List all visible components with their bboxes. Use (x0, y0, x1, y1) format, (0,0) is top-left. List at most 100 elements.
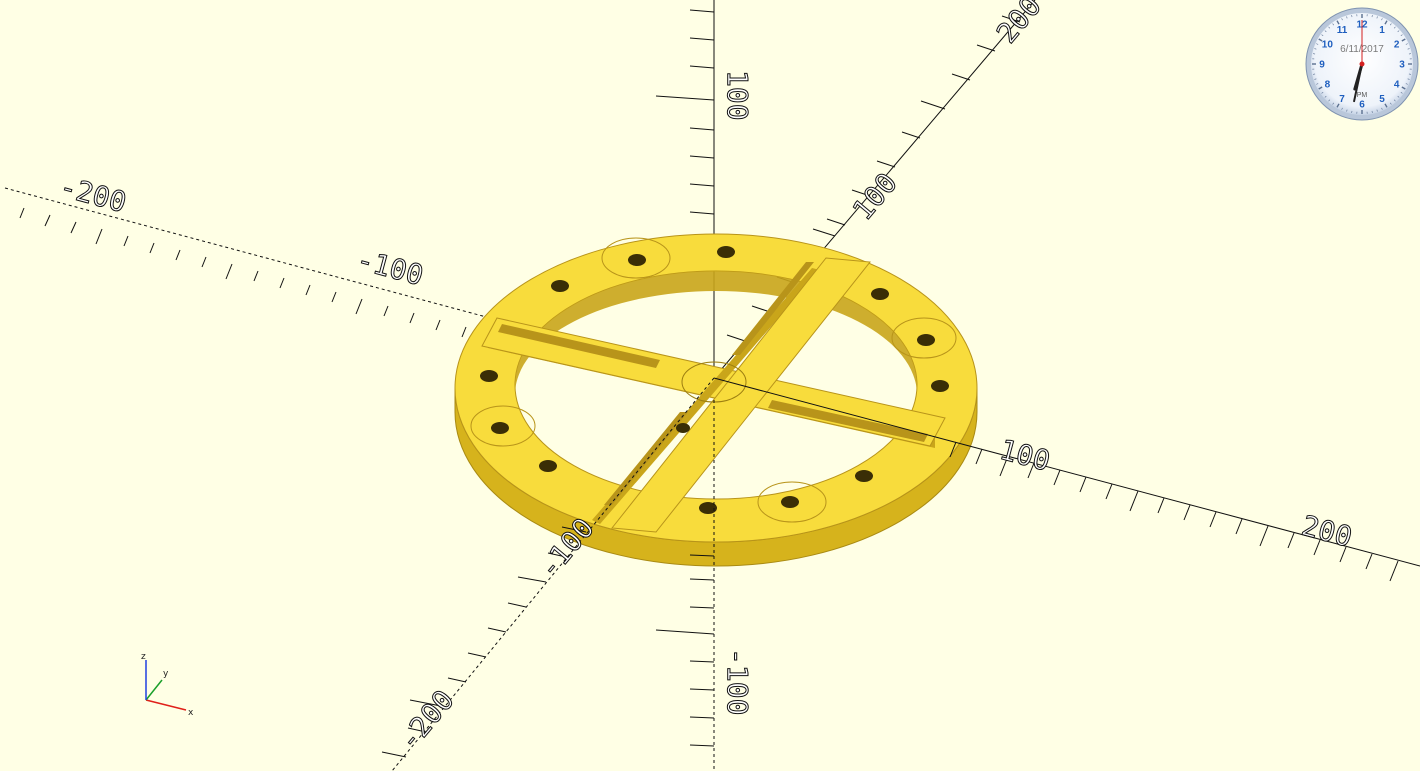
mount-hole-counterbore (470, 405, 536, 447)
clock-tick (1401, 86, 1406, 90)
clock-tick (1328, 26, 1331, 29)
clock-tick (1321, 91, 1324, 94)
clock-tick (1346, 109, 1348, 112)
clock-tick (1405, 43, 1408, 45)
bolt-hole (539, 460, 557, 472)
z-negative-label: -100 (721, 648, 754, 715)
x-negative-far-label: -200 (56, 170, 130, 219)
bolt-hole (480, 370, 498, 382)
clock-tick (1384, 20, 1388, 25)
clock-center (1359, 61, 1365, 67)
gizmo-x-label: x (188, 708, 194, 718)
y-negative-far-label: -200 (392, 684, 461, 757)
clock-number: 10 (1322, 40, 1334, 51)
y-positive-near-label: 100 (846, 167, 904, 227)
x-positive-far-label: 200 (1298, 509, 1355, 554)
clock-tick (1381, 18, 1383, 21)
clock-number: 7 (1339, 94, 1345, 105)
clock-tick (1318, 38, 1323, 42)
clock-tick (1324, 30, 1327, 33)
clock-tick (1393, 26, 1396, 29)
clock-tick (1321, 34, 1324, 37)
clock-tick (1376, 16, 1378, 19)
x-negative-near-label: -100 (353, 243, 427, 292)
mount-hole (628, 254, 646, 266)
clock-tick (1407, 78, 1410, 80)
z-negative-ticks (655, 554, 715, 747)
clock-tick (1318, 86, 1323, 90)
clock-tick (1332, 23, 1335, 26)
gizmo-z-label: z (141, 652, 146, 662)
mount-hole-counterbore (757, 481, 827, 523)
cross-arm-y (611, 257, 871, 533)
x-positive-ticks (949, 441, 1399, 582)
axes-front (391, 377, 1420, 771)
z-positive-ticks (655, 9, 715, 243)
clock-tick (1332, 102, 1335, 105)
bolt-hole (551, 280, 569, 292)
bolt-hole (717, 246, 735, 258)
mount-hole-counterbore (891, 317, 957, 359)
clock-number: 6 (1359, 100, 1365, 111)
clock-tick (1376, 109, 1378, 112)
clock-minute-hand (1353, 63, 1363, 103)
clock-number: 3 (1399, 60, 1405, 71)
clock-number: 4 (1394, 80, 1400, 91)
clock-number: 11 (1337, 25, 1348, 36)
cross-arm-y-side (592, 268, 820, 524)
z-positive-label: 100 (721, 70, 754, 121)
clock-tick (1316, 43, 1319, 45)
mount-hole (917, 334, 935, 346)
clock-period: PM (1357, 92, 1368, 99)
mount-holes (470, 237, 957, 523)
clock-tick (1336, 103, 1340, 108)
clock-tick (1397, 30, 1400, 33)
mount-hole (491, 422, 509, 434)
clock-tick (1341, 18, 1343, 21)
slot-y-upper (732, 262, 814, 355)
slot-x-left (498, 324, 660, 368)
clock-tick (1328, 99, 1331, 102)
clock-tick (1314, 48, 1317, 50)
mount-hole-counterbore (601, 237, 671, 279)
bolt-hole (676, 423, 690, 433)
clock-tick (1341, 107, 1343, 110)
x-negative-ticks (19, 207, 467, 338)
clock-tick (1405, 83, 1408, 85)
clock-number: 9 (1319, 60, 1325, 71)
clock-tick (1393, 99, 1396, 102)
bolt-holes (480, 246, 949, 514)
clock-tick (1314, 78, 1317, 80)
bolt-hole (699, 502, 717, 514)
clock-number: 1 (1379, 25, 1385, 36)
clock-tick (1324, 95, 1327, 98)
bolt-hole (871, 288, 889, 300)
clock-ticks (1312, 14, 1412, 114)
clock-tick (1346, 16, 1348, 19)
clock-tick (1316, 83, 1319, 85)
clock-tick (1381, 107, 1383, 110)
clock-tick (1389, 23, 1392, 26)
bolt-hole (855, 470, 873, 482)
clock-number: 8 (1325, 80, 1331, 91)
clock-tick (1400, 34, 1403, 37)
clock-tick (1384, 103, 1388, 108)
mount-hole (781, 496, 799, 508)
clock-number: 5 (1379, 94, 1385, 105)
axis-gizmo: z y x (138, 648, 202, 720)
model-ring-plate[interactable] (454, 233, 978, 567)
x-positive-near-label: 100 (996, 433, 1053, 478)
y-negative-ticks (381, 526, 587, 758)
gizmo-y-axis (145, 679, 163, 701)
clock-tick (1400, 91, 1403, 94)
slot-x-right (768, 400, 928, 442)
clock-tick (1401, 38, 1406, 42)
clock-gadget[interactable]: 12 1 2 3 4 5 6 7 8 9 10 11 6/11/2017 PM (1304, 5, 1420, 123)
clock-tick (1389, 102, 1392, 105)
clock-tick (1407, 48, 1410, 50)
clock-tick (1397, 95, 1400, 98)
bolt-hole (931, 380, 949, 392)
clock-number: 2 (1394, 40, 1400, 51)
clock-tick (1336, 20, 1340, 25)
